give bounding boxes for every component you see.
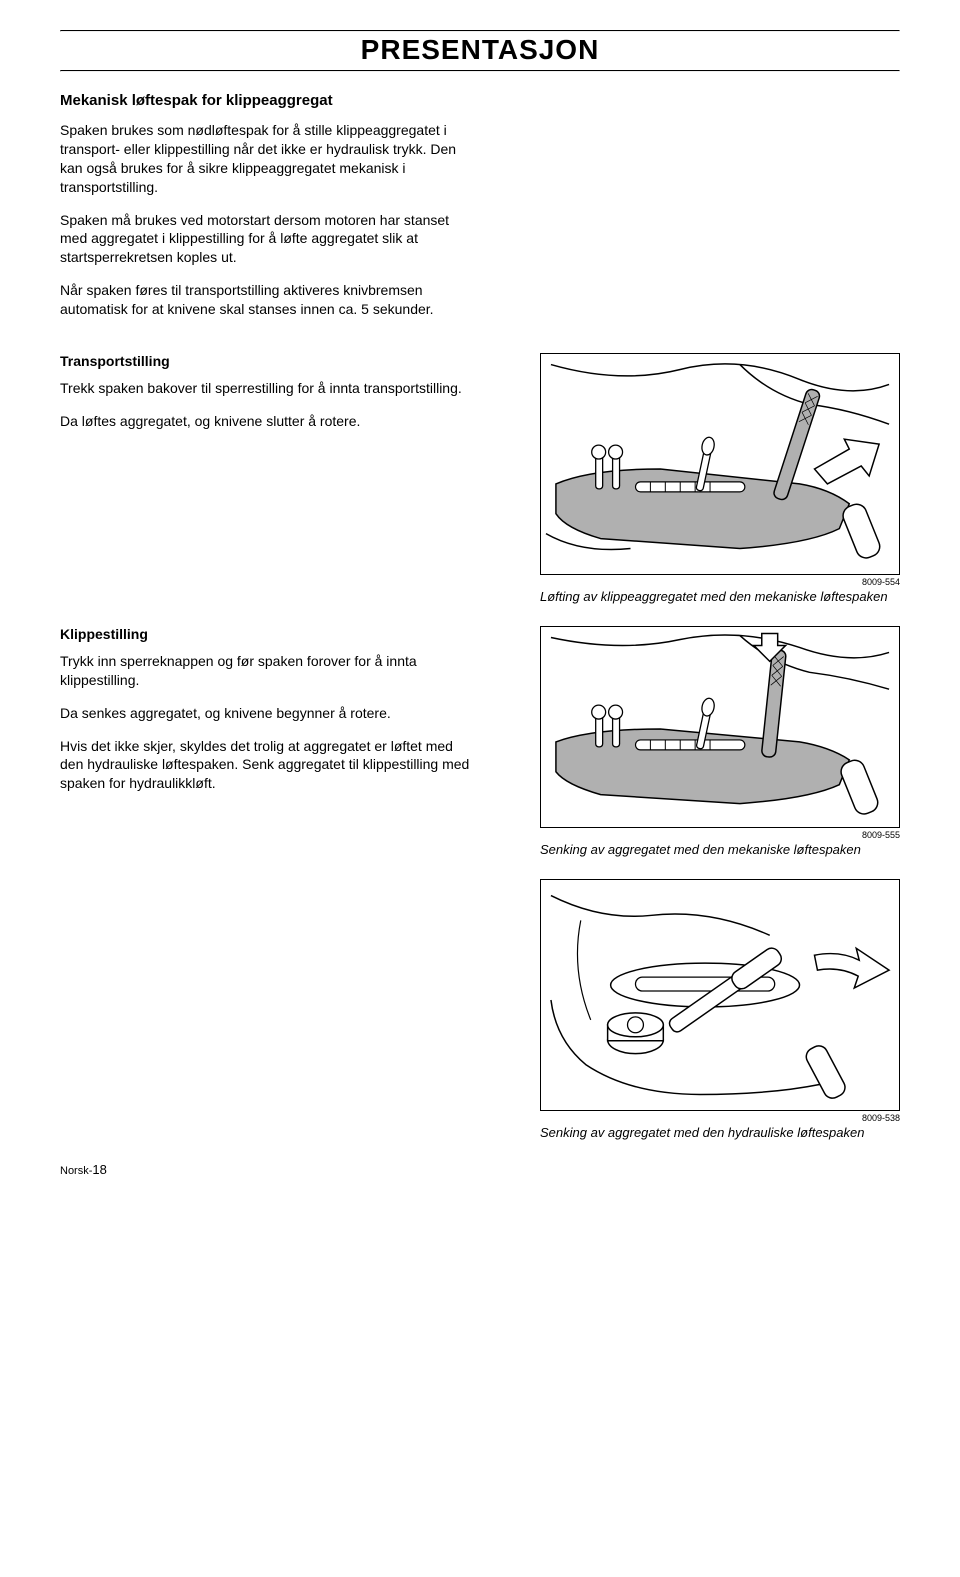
section-transportstilling: Transportstilling Trekk spaken bakover t…	[60, 353, 480, 445]
row-klippestilling: Klippestilling Trykk inn sperreknappen o…	[60, 626, 900, 859]
row-transportstilling: Transportstilling Trekk spaken bakover t…	[60, 353, 900, 606]
figure-caption: Løfting av klippeaggregatet med den meka…	[540, 589, 900, 606]
row-fig3: 8009-538 Senking av aggregatet med den h…	[60, 879, 900, 1142]
figure-lofting	[540, 353, 900, 575]
para: Da senkes aggregatet, og knivene begynne…	[60, 704, 480, 723]
figure-col-1: 8009-554 Løfting av klippeaggregatet med…	[520, 353, 900, 606]
figure-senking-hydraulisk	[540, 879, 900, 1111]
section-mekanisk: Mekanisk løftespak for klippeaggregat Sp…	[60, 92, 480, 319]
page-title: PRESENTASJON	[60, 34, 900, 66]
figure-senking-mekanisk	[540, 626, 900, 828]
title-rule-top	[60, 30, 900, 32]
para: Spaken må brukes ved motorstart dersom m…	[60, 211, 480, 268]
para: Trykk inn sperreknappen og før spaken fo…	[60, 652, 480, 690]
heading-transportstilling: Transportstilling	[60, 353, 480, 369]
footer-page-number: 18	[92, 1162, 106, 1177]
heading-mekanisk: Mekanisk løftespak for klippeaggregat	[60, 92, 480, 109]
para: Når spaken føres til transportstilling a…	[60, 281, 480, 319]
footer-lang: Norsk-	[60, 1165, 92, 1177]
figure-caption: Senking av aggregatet med den hydraulisk…	[540, 1125, 900, 1142]
section-klippestilling: Klippestilling Trykk inn sperreknappen o…	[60, 626, 480, 807]
figure-code: 8009-538	[540, 1113, 900, 1123]
title-rule-bottom	[60, 70, 900, 72]
para: Trekk spaken bakover til sperrestilling …	[60, 379, 480, 398]
para: Spaken brukes som nødløftespak for å sti…	[60, 121, 480, 197]
heading-klippestilling: Klippestilling	[60, 626, 480, 642]
para: Da løftes aggregatet, og knivene slutter…	[60, 412, 480, 431]
para: Hvis det ikke skjer, skyldes det trolig …	[60, 737, 480, 794]
figure-col-3: 8009-538 Senking av aggregatet med den h…	[520, 879, 900, 1142]
figure-col-2: 8009-555 Senking av aggregatet med den m…	[520, 626, 900, 859]
figure-code: 8009-555	[540, 830, 900, 840]
page-footer: Norsk-18	[60, 1162, 900, 1177]
figure-caption: Senking av aggregatet med den mekaniske …	[540, 842, 900, 859]
figure-code: 8009-554	[540, 577, 900, 587]
